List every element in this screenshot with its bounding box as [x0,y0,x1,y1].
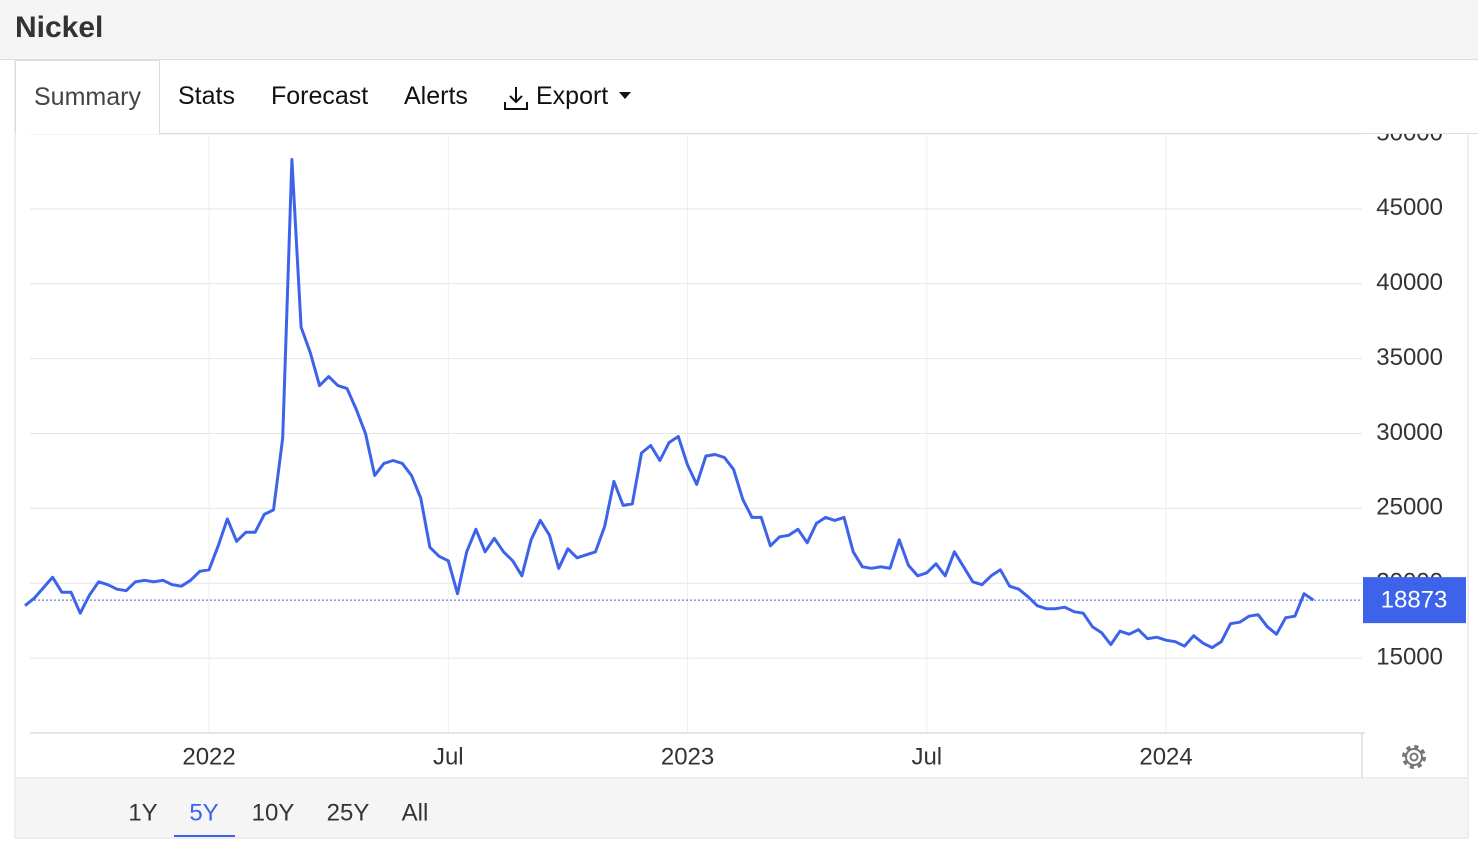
y-tick-label: 45000 [1376,194,1443,221]
range-button[interactable]: 25Y [327,799,370,826]
range-button[interactable]: 5Y [189,799,218,826]
x-tick-label: Jul [911,743,942,770]
tab[interactable]: Alerts [404,82,468,110]
range-button[interactable]: All [402,799,429,826]
dropdown-caret[interactable] [619,92,633,102]
x-tick-label: 2024 [1139,743,1192,770]
chart-panel [14,59,1469,839]
x-tick-label: 2022 [182,743,235,770]
range-button[interactable]: 1Y [128,799,157,826]
x-tick-label: Jul [433,743,464,770]
title-bar: Nickel [0,0,1478,60]
last-value-label: 18873 [1381,586,1448,613]
range-bar [16,779,1467,837]
range-button[interactable]: 10Y [252,799,295,826]
tab-bar: Summary Stats Forecast Alerts Export [15,60,1478,134]
x-tick-label: 2023 [661,743,714,770]
y-tick-label: 15000 [1376,643,1443,670]
y-tick-label: 40000 [1376,269,1443,296]
y-tick-label: 35000 [1376,344,1443,371]
price-line [24,158,1315,650]
y-tick-label: 30000 [1376,419,1443,446]
tab[interactable]: Summary [15,60,160,134]
y-tick-label: 25000 [1376,494,1443,521]
gear-teeth [1402,745,1426,769]
tab[interactable]: Export [536,82,609,110]
gear-hole [1409,752,1419,762]
tab[interactable]: Forecast [271,82,369,110]
export-icon[interactable] [502,84,530,112]
last-value-box [1363,577,1466,624]
grid [30,133,1362,733]
tab[interactable]: Stats [178,82,235,110]
settings-icon[interactable] [1402,745,1426,769]
page-title: Nickel [15,11,104,44]
gear-ring [1405,748,1423,766]
